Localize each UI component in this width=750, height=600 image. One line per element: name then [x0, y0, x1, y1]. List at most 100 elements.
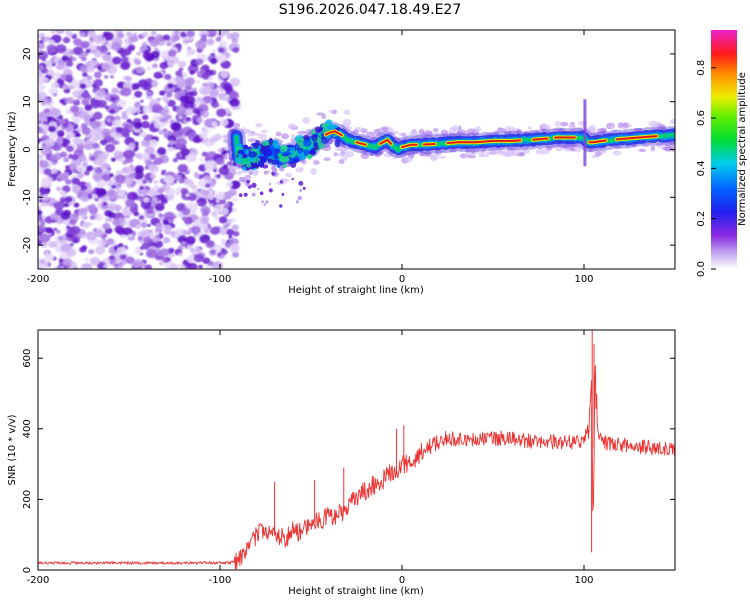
- signal-halo: [430, 155, 437, 162]
- noise-speck: [101, 262, 106, 266]
- noise-speck: [111, 185, 116, 189]
- noise-speck: [56, 63, 64, 71]
- noise-speck: [178, 67, 184, 72]
- noise-speck: [110, 132, 117, 138]
- noise-speck: [101, 128, 111, 136]
- noise-speck: [48, 39, 55, 46]
- noise-speck: [128, 233, 133, 238]
- noise-speck: [153, 71, 163, 79]
- signal-blob: [237, 153, 243, 158]
- noise-speck: [184, 204, 190, 208]
- signal-blob: [297, 148, 303, 155]
- spectrogram-noise-region: [38, 30, 241, 269]
- spectrogram-x-tick-label: 100: [574, 274, 593, 285]
- noise-speck: [75, 99, 80, 103]
- noise-speck: [155, 34, 165, 42]
- noise-speck: [229, 91, 240, 100]
- colorbar-tick-label: 0.2: [696, 211, 707, 227]
- noise-speck: [38, 71, 43, 78]
- noise-speck: [73, 202, 80, 208]
- noise-speck: [142, 179, 147, 184]
- signal-halo: [504, 151, 512, 156]
- noise-speck: [159, 62, 169, 70]
- signal-blob: [298, 154, 307, 161]
- noise-speck: [60, 199, 65, 203]
- noise-speck: [229, 243, 241, 253]
- noise-speck: [63, 202, 69, 208]
- noise-speck: [143, 236, 152, 244]
- noise-speck: [81, 126, 91, 135]
- signal-halo: [252, 132, 261, 136]
- noise-speck: [50, 30, 56, 34]
- noise-speck: [131, 258, 143, 268]
- noise-speck: [121, 207, 133, 216]
- noise-speck: [187, 262, 198, 269]
- snr-x-axis-label: Height of straight line (km): [288, 586, 424, 597]
- noise-speck: [42, 120, 48, 125]
- signal-blob: [246, 162, 252, 168]
- noise-speck: [229, 77, 241, 87]
- noise-speck: [172, 35, 180, 42]
- signal-halo: [660, 124, 666, 131]
- noise-speck: [107, 189, 116, 197]
- noise-speck: [223, 155, 228, 160]
- noise-speck: [96, 89, 106, 98]
- noise-speck: [96, 180, 106, 188]
- signal-halo: [400, 154, 407, 160]
- snr-y-tick-label: 200: [22, 490, 33, 509]
- noise-speck: [167, 219, 174, 224]
- noise-speck: [122, 255, 126, 259]
- noise-speck: [118, 243, 124, 248]
- noise-speck: [186, 91, 193, 97]
- noise-speck: [69, 219, 77, 226]
- noise-speck: [158, 260, 166, 266]
- noise-speck: [128, 142, 136, 149]
- noise-speck: [104, 75, 109, 79]
- noise-speck: [190, 248, 195, 252]
- noise-speck: [206, 38, 215, 46]
- spectrogram-plot-area: [38, 30, 675, 269]
- noise-speck: [57, 79, 63, 85]
- noise-speck: [193, 151, 198, 155]
- noise-speck: [172, 157, 178, 163]
- noise-speck: [108, 218, 113, 222]
- noise-speck: [186, 236, 196, 244]
- signal-halo: [323, 157, 331, 161]
- signal-blob: [303, 139, 312, 147]
- signal-blob: [275, 145, 281, 149]
- signal-halo: [546, 146, 552, 151]
- noise-speck: [175, 228, 184, 236]
- signal-blob: [303, 151, 309, 156]
- noise-speck: [81, 99, 90, 106]
- noise-speck: [216, 174, 221, 179]
- noise-speck: [161, 171, 166, 176]
- noise-speck: [231, 207, 237, 213]
- noise-speck: [106, 118, 112, 123]
- signal-blob: [257, 160, 264, 167]
- noise-speck: [90, 256, 101, 266]
- signal-halo: [517, 152, 525, 157]
- noise-speck: [49, 154, 57, 160]
- signal-blob: [279, 156, 289, 163]
- noise-speck: [150, 173, 157, 179]
- noise-speck: [59, 99, 65, 104]
- noise-speck: [196, 80, 200, 84]
- signal-halo: [612, 150, 622, 156]
- noise-speck: [112, 139, 119, 145]
- noise-speck: [85, 182, 91, 188]
- noise-speck: [146, 66, 152, 71]
- noise-speck: [200, 110, 210, 118]
- noise-speck: [66, 248, 77, 257]
- noise-speck: [170, 121, 182, 132]
- signal-blob: [314, 126, 322, 133]
- signal-halo: [389, 130, 399, 135]
- noise-speck: [85, 133, 93, 140]
- signal-halo: [302, 117, 311, 124]
- noise-speck: [186, 54, 190, 58]
- signal-halo: [342, 118, 352, 126]
- noise-speck: [224, 202, 231, 208]
- noise-speck: [121, 114, 129, 120]
- noise-speck: [199, 215, 210, 224]
- signal-speck: [271, 165, 276, 171]
- signal-halo: [241, 170, 250, 174]
